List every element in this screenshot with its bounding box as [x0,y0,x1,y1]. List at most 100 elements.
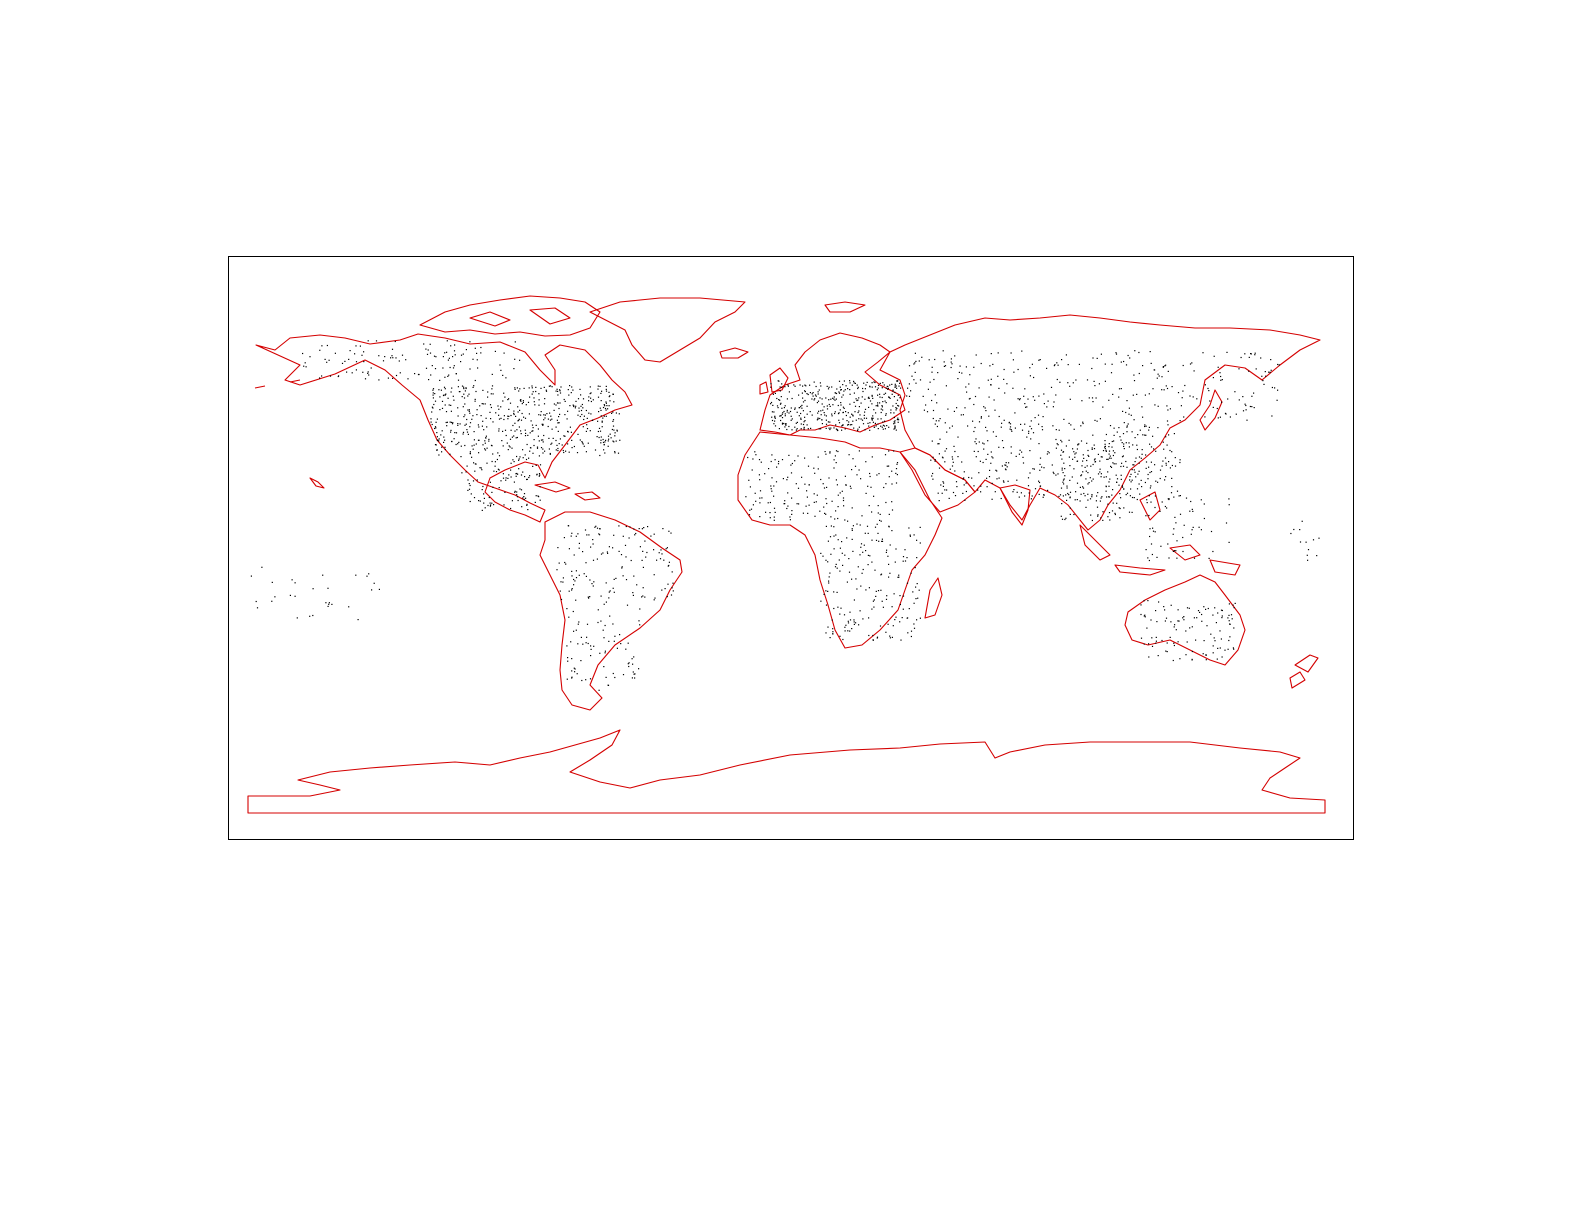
station-point [1133,374,1135,376]
station-point [539,474,541,476]
station-point [559,590,561,592]
station-point [1101,496,1103,498]
station-point [1088,455,1090,457]
station-point [811,398,813,400]
station-point [599,528,601,530]
station-point [446,425,448,427]
station-point [589,678,592,680]
station-point [519,399,521,401]
station-point [1162,366,1164,368]
station-point [842,412,844,414]
station-point [632,671,634,673]
station-point [894,386,896,388]
station-point [445,393,447,395]
station-point [754,492,756,494]
station-point [516,429,518,431]
station-point [787,384,789,386]
station-point [612,393,614,395]
station-point [1104,363,1106,365]
station-point [883,393,885,395]
station-point [488,496,490,499]
station-point [1075,379,1077,381]
station-point [1190,533,1192,535]
station-point [1055,447,1057,449]
station-point [614,432,616,434]
station-point [1032,468,1034,470]
station-point [829,405,831,407]
station-point [575,599,577,601]
station-point [894,420,896,422]
station-point [902,556,905,558]
station-point [804,416,806,418]
station-point [788,391,790,393]
station-point [998,446,1000,448]
station-point [794,426,796,428]
station-point [913,623,915,625]
station-point [1193,370,1195,372]
station-point [1179,461,1181,464]
station-point [565,450,567,452]
station-point [558,422,560,424]
station-point [977,450,979,453]
station-point [887,623,889,625]
station-point [945,448,948,450]
station-point [1129,479,1131,481]
station-point [468,393,470,395]
station-point [833,548,835,550]
station-point [522,401,524,403]
station-point [774,416,776,418]
station-point [517,499,519,502]
station-point [1144,434,1146,436]
station-point [791,397,793,400]
station-point [261,566,263,568]
station-point [870,486,872,488]
station-point [334,352,336,354]
station-point [549,419,552,421]
station-point [582,443,584,445]
station-point [897,421,899,423]
station-point [434,400,437,402]
station-point [436,436,438,438]
station-point [873,599,875,601]
coast-asia [879,314,1321,531]
station-point [1010,429,1012,431]
station-point [1092,357,1094,359]
station-point [1002,480,1005,482]
station-point [783,503,785,505]
station-point [575,577,578,579]
station-point [598,436,600,439]
station-point [838,380,841,382]
station-point [769,501,771,504]
station-point [1141,449,1143,451]
station-point [892,390,894,392]
station-point [908,383,910,385]
station-point [1145,467,1147,469]
station-point [1220,375,1222,378]
station-point [1056,443,1058,445]
station-point [779,415,781,417]
station-point [1043,494,1045,496]
station-point [1111,363,1113,365]
station-point [854,465,857,467]
station-point [558,407,560,410]
station-point [894,385,896,387]
station-point [533,401,535,403]
station-point [886,595,888,597]
station-point [486,426,488,428]
station-point [1268,371,1270,373]
station-point [887,555,889,557]
station-point [867,554,869,556]
station-point [1062,495,1064,497]
station-point [765,511,767,513]
station-point [968,383,970,385]
station-point [653,533,655,535]
station-point [1174,457,1176,459]
station-point [484,449,487,451]
station-point [444,388,446,390]
station-point [851,528,853,530]
station-point [472,415,474,417]
station-point [1271,415,1273,417]
station-point [1109,425,1112,427]
station-point [860,585,862,587]
station-point [1032,396,1034,398]
